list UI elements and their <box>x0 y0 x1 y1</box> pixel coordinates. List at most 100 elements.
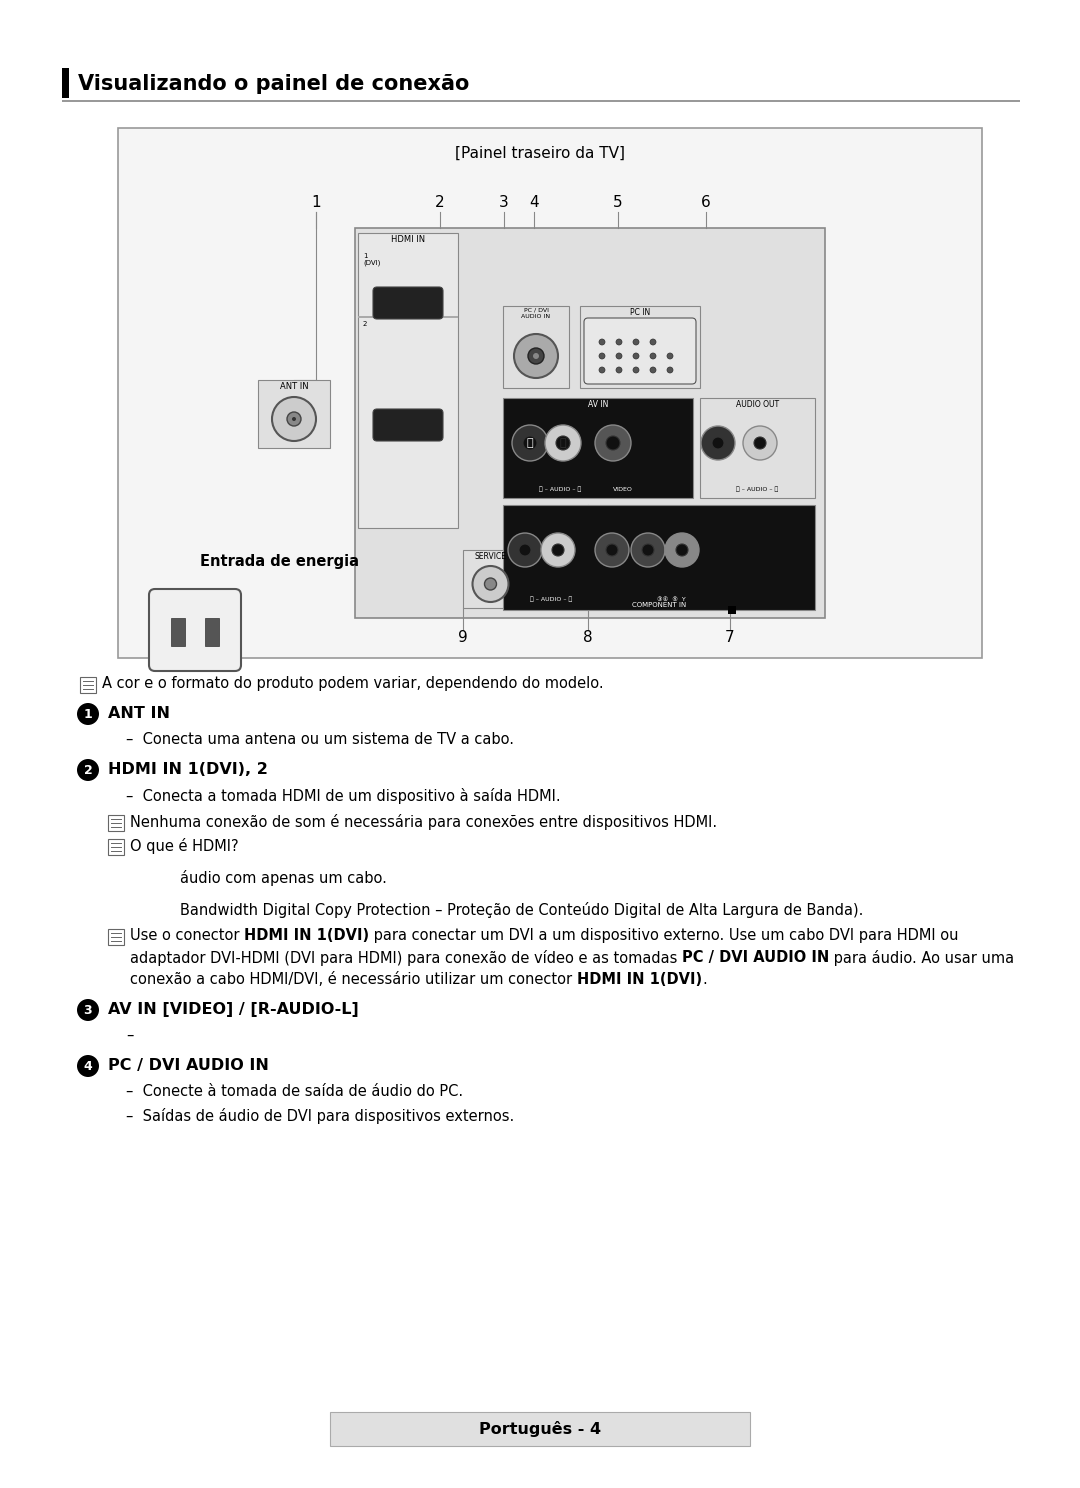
Circle shape <box>595 426 631 461</box>
FancyBboxPatch shape <box>373 287 443 318</box>
Text: –: – <box>126 1028 133 1043</box>
Text: PC IN: PC IN <box>630 308 650 317</box>
Text: HDMI IN: HDMI IN <box>391 235 426 244</box>
Bar <box>728 606 735 615</box>
Text: Ⓡ – AUDIO – Ⓛ: Ⓡ – AUDIO – Ⓛ <box>737 487 779 493</box>
Bar <box>62 100 1020 103</box>
Circle shape <box>534 353 539 359</box>
Bar <box>118 128 982 658</box>
Circle shape <box>665 533 699 567</box>
Circle shape <box>606 436 620 449</box>
Text: [Painel traseiro da TV]: [Painel traseiro da TV] <box>455 146 625 161</box>
Circle shape <box>650 368 656 373</box>
Circle shape <box>77 1055 99 1077</box>
Text: ANT IN: ANT IN <box>280 382 308 391</box>
Circle shape <box>676 545 688 557</box>
Circle shape <box>754 437 766 449</box>
Text: 2: 2 <box>363 320 367 326</box>
Bar <box>80 677 96 693</box>
Circle shape <box>599 353 605 359</box>
Circle shape <box>606 545 618 557</box>
Text: AV IN: AV IN <box>588 400 608 409</box>
Circle shape <box>633 368 639 373</box>
Text: AV IN [VIDEO] / [R-AUDIO-L]: AV IN [VIDEO] / [R-AUDIO-L] <box>108 1001 359 1016</box>
Text: adaptador DVI-HDMI (DVI para HDMI) para conexão de vídeo e as tomadas: adaptador DVI-HDMI (DVI para HDMI) para … <box>130 949 681 966</box>
Circle shape <box>77 759 99 781</box>
Circle shape <box>77 702 99 725</box>
Circle shape <box>650 353 656 359</box>
Text: 3: 3 <box>499 195 509 210</box>
Text: 2: 2 <box>83 763 93 777</box>
Bar <box>108 815 124 830</box>
Text: 1
(DVI): 1 (DVI) <box>363 253 380 266</box>
Circle shape <box>292 417 296 421</box>
Circle shape <box>287 412 301 426</box>
Circle shape <box>77 998 99 1021</box>
Text: 1: 1 <box>311 195 321 210</box>
Bar <box>503 504 815 610</box>
Circle shape <box>616 353 622 359</box>
Text: HDMI IN 1(DVI), 2: HDMI IN 1(DVI), 2 <box>108 762 268 777</box>
Text: Visualizando o painel de conexão: Visualizando o painel de conexão <box>78 74 470 94</box>
Text: –  Conecta uma antena ou um sistema de TV a cabo.: – Conecta uma antena ou um sistema de TV… <box>126 732 514 747</box>
Bar <box>258 379 330 448</box>
Bar <box>62 68 69 98</box>
Bar <box>463 551 518 609</box>
Circle shape <box>642 545 654 557</box>
FancyBboxPatch shape <box>149 589 241 671</box>
Text: ANT IN: ANT IN <box>108 705 170 722</box>
Bar <box>357 315 458 317</box>
Circle shape <box>545 426 581 461</box>
Text: HDMI IN 1(DVI): HDMI IN 1(DVI) <box>244 929 369 943</box>
Circle shape <box>599 339 605 345</box>
Text: PC / DVI AUDIO IN: PC / DVI AUDIO IN <box>108 1058 269 1073</box>
Bar <box>205 618 219 646</box>
Text: 2: 2 <box>435 195 445 210</box>
Text: –  Conecta a tomada HDMI de um dispositivo à saída HDMI.: – Conecta a tomada HDMI de um dispositiv… <box>126 789 561 804</box>
Circle shape <box>556 436 570 449</box>
Circle shape <box>512 426 548 461</box>
Text: PC / DVI
AUDIO IN: PC / DVI AUDIO IN <box>522 308 551 318</box>
Circle shape <box>552 545 564 557</box>
Circle shape <box>541 533 575 567</box>
Circle shape <box>712 437 724 449</box>
Bar <box>503 307 569 388</box>
Text: AUDIO OUT: AUDIO OUT <box>735 400 779 409</box>
Text: Ⓛ: Ⓛ <box>559 437 566 448</box>
Text: O que é HDMI?: O que é HDMI? <box>130 838 239 854</box>
Text: 4: 4 <box>529 195 539 210</box>
Circle shape <box>743 426 777 460</box>
Bar <box>108 929 124 945</box>
Text: 6: 6 <box>701 195 711 210</box>
Circle shape <box>508 533 542 567</box>
Text: 3: 3 <box>83 1003 92 1016</box>
FancyBboxPatch shape <box>584 318 696 384</box>
Circle shape <box>519 545 531 557</box>
Circle shape <box>616 339 622 345</box>
Circle shape <box>595 533 629 567</box>
Text: Ⓡ – AUDIO – Ⓛ: Ⓡ – AUDIO – Ⓛ <box>539 487 581 493</box>
Text: ③④  ⑤  Y: ③④ ⑤ Y <box>657 597 686 603</box>
Text: Use o conector: Use o conector <box>130 929 244 943</box>
Text: Ⓡ – AUDIO – Ⓛ: Ⓡ – AUDIO – Ⓛ <box>530 597 572 603</box>
Text: –  Saídas de áudio de DVI para dispositivos externos.: – Saídas de áudio de DVI para dispositiv… <box>126 1109 514 1123</box>
Circle shape <box>633 339 639 345</box>
Text: Português - 4: Português - 4 <box>478 1421 602 1437</box>
Bar <box>355 228 825 618</box>
Text: SERVICE: SERVICE <box>474 552 507 561</box>
Circle shape <box>473 565 509 603</box>
Text: .: . <box>702 972 706 987</box>
Circle shape <box>667 368 673 373</box>
FancyBboxPatch shape <box>373 409 443 440</box>
Text: Ⓡ: Ⓡ <box>527 437 534 448</box>
Text: Bandwidth Digital Copy Protection – Proteção de Conteúdo Digital de Alta Largura: Bandwidth Digital Copy Protection – Prot… <box>180 902 863 918</box>
Text: Entrada de energia: Entrada de energia <box>200 554 359 568</box>
Bar <box>580 307 700 388</box>
Bar <box>330 1412 750 1446</box>
Text: 8: 8 <box>583 629 593 644</box>
Bar <box>503 397 693 498</box>
Circle shape <box>701 426 735 460</box>
Text: áudio com apenas um cabo.: áudio com apenas um cabo. <box>180 870 387 885</box>
Circle shape <box>272 397 316 440</box>
Circle shape <box>650 339 656 345</box>
